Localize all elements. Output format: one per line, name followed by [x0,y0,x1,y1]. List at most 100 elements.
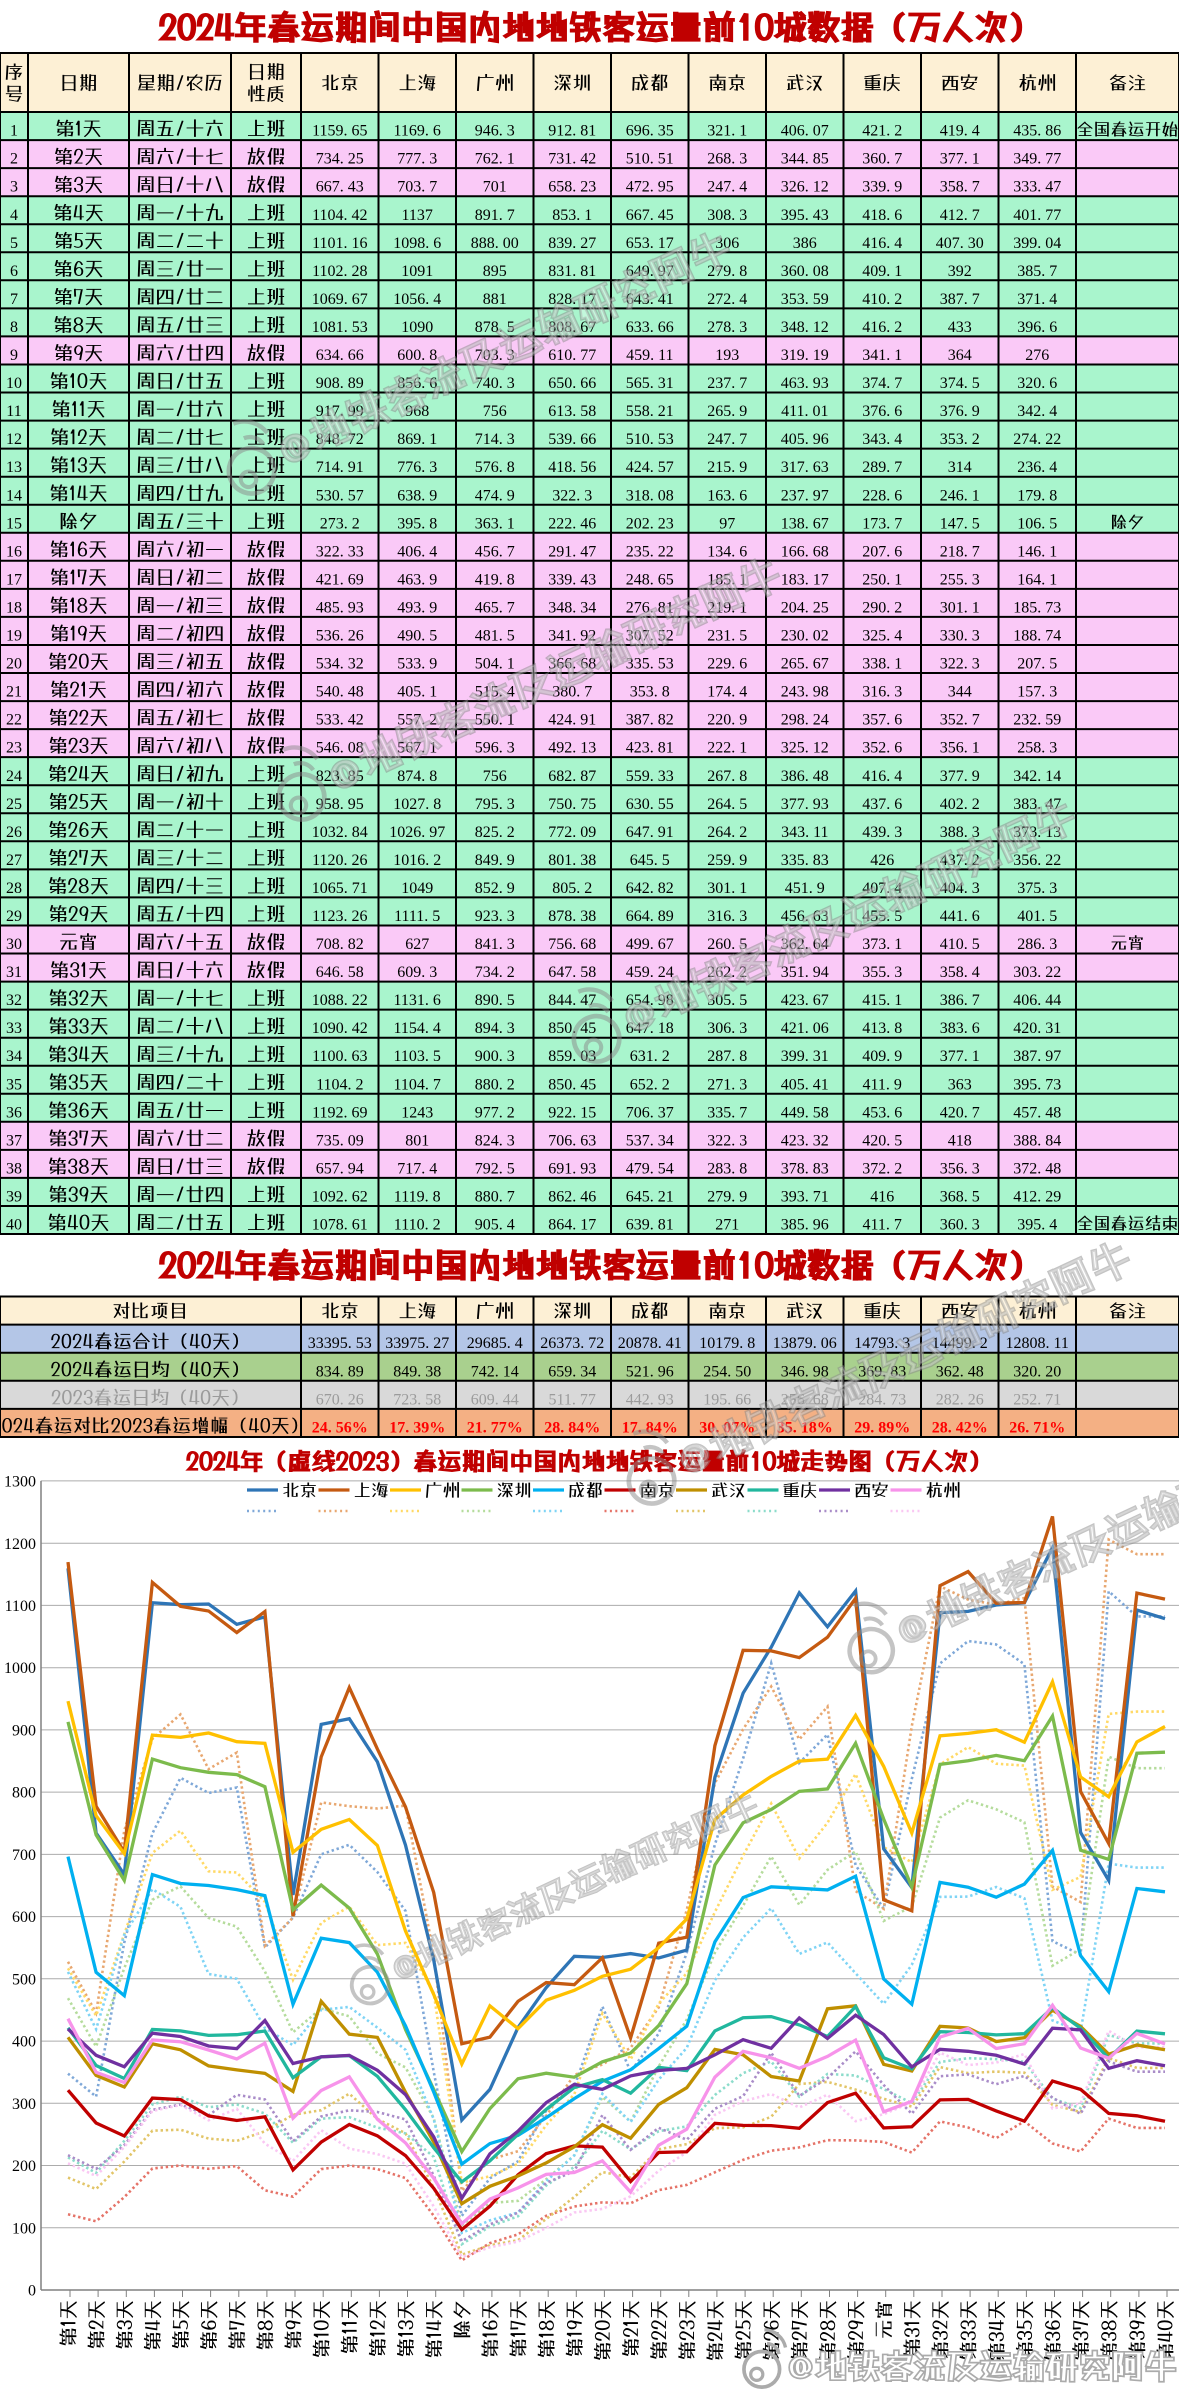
svg-text:888. 00: 888. 00 [471,235,519,252]
svg-text:423. 32: 423. 32 [781,1132,829,1149]
svg-text:16: 16 [6,543,22,560]
svg-text:388. 3: 388. 3 [940,824,980,841]
svg-text:260. 5: 260. 5 [707,936,747,953]
svg-text:416. 4: 416. 4 [862,768,902,785]
svg-text:325. 12: 325. 12 [781,740,829,757]
svg-text:276. 81: 276. 81 [626,600,674,617]
svg-text:378. 83: 378. 83 [781,1161,829,1178]
svg-text:247. 4: 247. 4 [707,179,747,196]
svg-text:314: 314 [948,459,972,476]
svg-text:29: 29 [6,908,22,925]
svg-text:14: 14 [6,487,22,504]
svg-text:341. 92: 341. 92 [548,628,596,645]
svg-text:412. 7: 412. 7 [940,207,980,224]
svg-text:756: 756 [483,403,507,420]
svg-text:536. 26: 536. 26 [316,628,364,645]
svg-text:388. 84: 388. 84 [1013,1132,1061,1149]
svg-text:353. 59: 353. 59 [781,291,829,308]
svg-text:423. 67: 423. 67 [781,992,829,1009]
svg-text:264. 2: 264. 2 [707,824,747,841]
svg-text:650. 66: 650. 66 [548,375,596,392]
svg-text:207. 6: 207. 6 [862,543,902,560]
svg-text:1102. 28: 1102. 28 [312,263,367,280]
svg-text:946. 3: 946. 3 [475,123,515,140]
svg-text:776. 3: 776. 3 [397,459,437,476]
svg-text:356. 22: 356. 22 [1013,852,1061,869]
svg-text:419. 4: 419. 4 [940,123,980,140]
svg-text:900: 900 [12,1723,36,1740]
svg-text:565. 31: 565. 31 [626,375,674,392]
svg-text:1100. 63: 1100. 63 [312,1048,367,1065]
svg-text:435. 86: 435. 86 [1013,123,1061,140]
svg-text:195. 66: 195. 66 [703,1391,751,1408]
svg-text:630. 55: 630. 55 [626,796,674,813]
svg-text:97: 97 [719,515,735,532]
svg-text:318. 08: 318. 08 [626,487,674,504]
svg-text:35: 35 [6,1076,22,1093]
svg-text:418. 56: 418. 56 [548,459,596,476]
svg-text:320. 20: 320. 20 [1013,1363,1061,1380]
svg-text:215. 9: 215. 9 [707,459,747,476]
svg-text:17. 39%: 17. 39% [389,1420,445,1437]
svg-text:23: 23 [6,740,22,757]
svg-text:385. 7: 385. 7 [1017,263,1057,280]
svg-text:363: 363 [948,1076,972,1093]
svg-text:325. 4: 325. 4 [862,628,902,645]
svg-text:756. 68: 756. 68 [548,936,596,953]
svg-text:922. 15: 922. 15 [548,1104,596,1121]
svg-text:222. 46: 222. 46 [548,515,596,532]
svg-text:411. 9: 411. 9 [862,1076,901,1093]
svg-text:800: 800 [12,1785,36,1802]
svg-text:634. 66: 634. 66 [316,347,364,364]
svg-text:353. 2: 353. 2 [940,431,980,448]
svg-text:881: 881 [483,291,507,308]
svg-text:859. 03: 859. 03 [548,1048,596,1065]
svg-text:358. 7: 358. 7 [940,179,980,196]
svg-text:1016. 2: 1016. 2 [393,852,441,869]
svg-text:734. 2: 734. 2 [475,964,515,981]
svg-text:399. 31: 399. 31 [781,1048,829,1065]
svg-text:714. 3: 714. 3 [475,431,515,448]
svg-text:267. 8: 267. 8 [707,768,747,785]
svg-text:772. 09: 772. 09 [548,824,596,841]
svg-text:341. 1: 341. 1 [862,347,902,364]
svg-text:533. 42: 533. 42 [316,712,364,729]
svg-text:306. 3: 306. 3 [707,1020,747,1037]
svg-text:21. 77%: 21. 77% [467,1420,523,1437]
svg-text:664. 89: 664. 89 [626,908,674,925]
svg-text:231. 5: 231. 5 [707,628,747,645]
svg-text:834. 89: 834. 89 [316,1363,364,1380]
svg-text:894. 3: 894. 3 [475,1020,515,1037]
svg-text:351. 94: 351. 94 [781,964,829,981]
svg-text:824. 3: 824. 3 [475,1132,515,1149]
svg-text:273. 2: 273. 2 [320,515,360,532]
svg-text:416. 2: 416. 2 [862,319,902,336]
svg-text:453. 6: 453. 6 [862,1104,902,1121]
svg-text:627: 627 [405,936,429,953]
svg-text:396. 6: 396. 6 [1017,319,1057,336]
svg-text:421. 06: 421. 06 [781,1020,829,1037]
svg-text:316. 3: 316. 3 [862,684,902,701]
svg-text:284. 73: 284. 73 [858,1391,906,1408]
svg-text:421. 69: 421. 69 [316,571,364,588]
svg-text:28. 84%: 28. 84% [544,1420,600,1437]
svg-text:335. 7: 335. 7 [707,1104,747,1121]
svg-text:29685. 4: 29685. 4 [467,1335,523,1352]
svg-text:801: 801 [405,1132,429,1149]
svg-text:319. 19: 319. 19 [781,347,829,364]
svg-text:6: 6 [10,263,18,280]
svg-text:26373. 72: 26373. 72 [540,1335,604,1352]
svg-text:1101. 16: 1101. 16 [312,235,367,252]
svg-text:703. 7: 703. 7 [397,179,437,196]
svg-text:230. 02: 230. 02 [781,628,829,645]
svg-text:420. 7: 420. 7 [940,1104,980,1121]
svg-text:631. 2: 631. 2 [630,1048,670,1065]
svg-text:290. 2: 290. 2 [862,600,902,617]
svg-text:29. 89%: 29. 89% [854,1420,910,1437]
svg-text:653. 17: 653. 17 [626,235,674,252]
svg-text:326. 12: 326. 12 [781,179,829,196]
svg-text:40: 40 [6,1217,22,1234]
svg-text:138. 67: 138. 67 [781,515,829,532]
svg-text:322. 3: 322. 3 [940,656,980,673]
svg-text:647. 18: 647. 18 [626,1020,674,1037]
